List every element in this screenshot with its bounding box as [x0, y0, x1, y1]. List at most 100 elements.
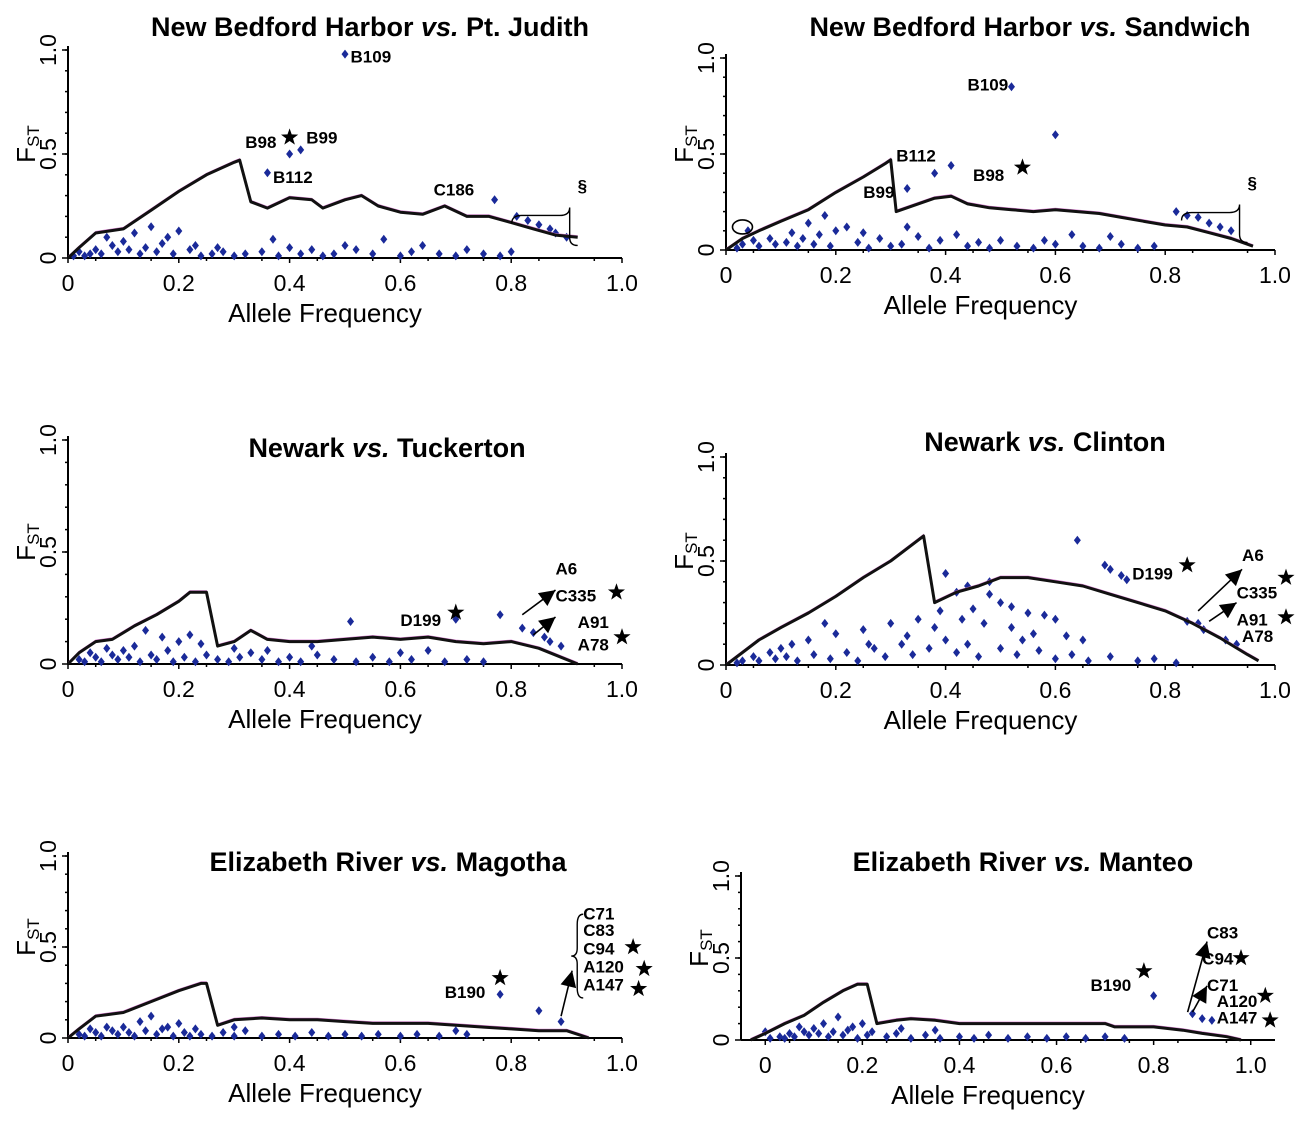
data-point	[936, 1033, 944, 1043]
data-point	[180, 652, 188, 662]
title-part: Magotha	[448, 847, 567, 877]
data-point	[286, 243, 294, 253]
data-point	[832, 629, 840, 639]
significance-star	[635, 959, 653, 977]
point-label: C71	[583, 905, 614, 924]
data-point	[103, 232, 111, 242]
data-point	[776, 1032, 784, 1042]
x-tick-label: 0.2	[820, 677, 852, 703]
x-tick-label: 0	[720, 677, 733, 703]
x-axis-label: Allele Frequency	[891, 1080, 1085, 1110]
data-point	[986, 243, 994, 253]
data-point	[786, 1028, 794, 1038]
data-point	[147, 1011, 155, 1021]
data-point	[480, 249, 487, 259]
data-point	[1095, 243, 1103, 253]
data-point	[230, 1031, 238, 1041]
y-axis-label: FST	[11, 918, 43, 956]
data-point	[114, 1029, 122, 1039]
data-point	[164, 1022, 172, 1032]
panel-title: Newark vs. Tuckerton	[248, 433, 525, 463]
title-part: Tuckerton	[390, 433, 526, 463]
data-point	[1051, 239, 1059, 249]
data-point	[108, 1026, 116, 1036]
x-axis-label: Allele Frequency	[228, 1078, 422, 1108]
data-point	[925, 243, 933, 253]
significance-star	[491, 968, 509, 986]
y-axis-label: FST	[11, 125, 43, 163]
panel-2: New Bedford Harbor vs. Sandwich 0 0.2 0.4 0.…	[669, 12, 1291, 320]
y-tick-label: 0.5	[708, 942, 734, 974]
data-point	[914, 232, 922, 242]
data-point	[788, 639, 796, 649]
x-tick-label: 0.2	[846, 1052, 878, 1078]
data-point	[936, 606, 944, 616]
data-point	[810, 1024, 818, 1034]
data-point	[824, 1032, 832, 1042]
data-point	[964, 639, 972, 649]
data-point	[907, 1033, 915, 1043]
data-point	[308, 1028, 316, 1038]
data-point	[1227, 226, 1235, 236]
data-point	[1106, 652, 1114, 662]
data-point	[1123, 575, 1131, 585]
data-point	[463, 1029, 471, 1039]
point-label: A6	[556, 559, 578, 578]
data-point	[1079, 241, 1087, 251]
data-point	[164, 232, 172, 242]
data-point	[214, 655, 222, 665]
data-point	[771, 239, 779, 249]
data-point	[970, 1033, 978, 1043]
data-point	[1068, 650, 1076, 660]
data-point	[507, 247, 515, 257]
data-point	[153, 1029, 161, 1039]
data-point	[903, 222, 911, 232]
point-label: B99	[306, 129, 337, 148]
point-label: B190	[445, 983, 486, 1002]
data-point	[782, 652, 790, 662]
data-point	[247, 648, 255, 658]
data-point	[821, 618, 829, 628]
data-point	[782, 237, 790, 247]
data-point	[738, 239, 746, 249]
data-point	[347, 616, 355, 626]
data-point	[142, 243, 150, 253]
data-point	[435, 1031, 443, 1041]
point-label: B99	[863, 183, 894, 202]
data-point	[1150, 654, 1158, 664]
data-point	[186, 245, 194, 255]
y-axis-label: FST	[669, 125, 701, 163]
x-tick-label: 0.2	[820, 262, 852, 288]
data-point	[826, 241, 834, 251]
data-point	[1188, 1009, 1196, 1019]
title-part: Manteo	[1091, 847, 1193, 877]
data-point	[1121, 1033, 1129, 1043]
data-point	[1007, 602, 1015, 612]
data-point	[153, 247, 161, 257]
title-part: New Bedford Harbor	[151, 12, 421, 42]
panel-3: Newark vs. Tuckerton 0 0.2 0.4 0.6 0.8 1.0 0 0.5…	[11, 424, 638, 734]
data-point	[1007, 623, 1015, 633]
data-point	[1062, 1032, 1070, 1042]
confidence-curve-shadow	[67, 590, 578, 663]
data-point	[75, 655, 83, 665]
data-point	[738, 656, 746, 666]
data-point	[413, 1029, 421, 1039]
point-label: A78	[1242, 627, 1273, 646]
y-tick-label: 0	[35, 252, 61, 265]
data-point	[1068, 230, 1076, 240]
title-part: vs.	[352, 433, 390, 463]
y-axis-label: FST	[669, 532, 701, 570]
data-point	[557, 641, 565, 651]
data-point	[790, 1032, 798, 1042]
point-label: B98	[245, 133, 276, 152]
data-point	[175, 1018, 183, 1028]
significance-star	[613, 628, 631, 645]
data-point	[997, 235, 1004, 245]
x-tick-label: 0.8	[495, 270, 527, 296]
data-point	[241, 249, 249, 259]
data-point	[1117, 239, 1125, 249]
data-point	[385, 657, 393, 667]
section-brace	[510, 207, 578, 247]
panel-4: Newark vs. Clinton 0 0.2 0.4 0.6 0.8 1.0 0 0.5 1.…	[669, 427, 1295, 735]
